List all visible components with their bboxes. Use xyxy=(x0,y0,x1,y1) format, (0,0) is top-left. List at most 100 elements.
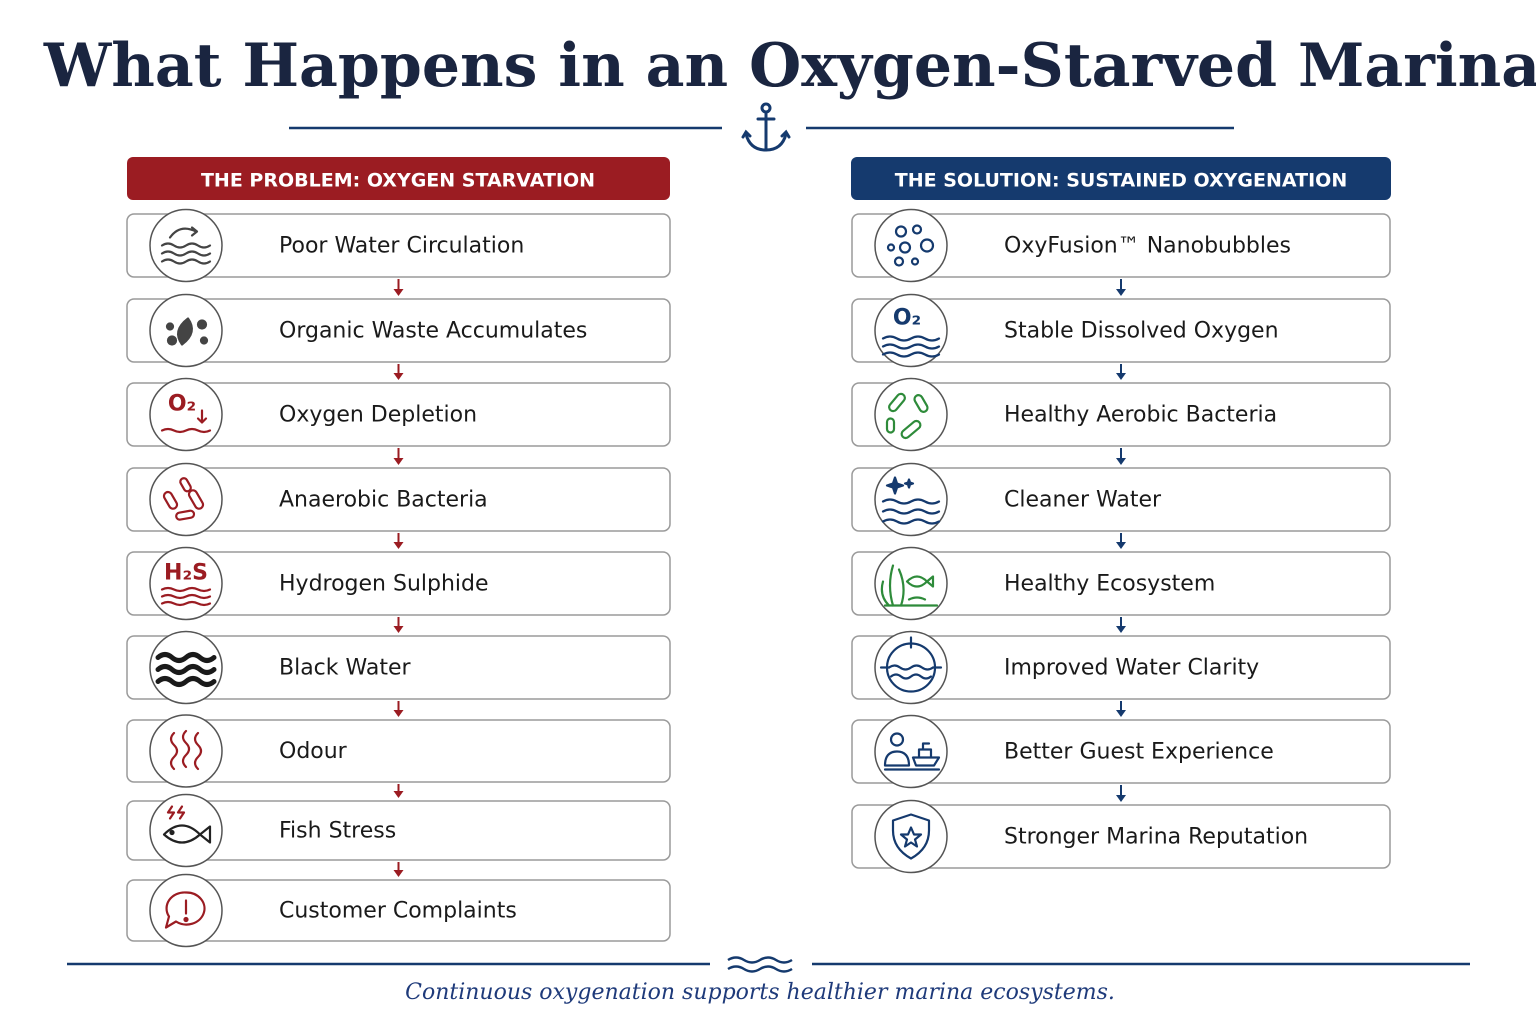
step-box xyxy=(126,635,671,700)
step-icon xyxy=(162,805,212,844)
step-icon xyxy=(891,813,931,860)
icon-shape xyxy=(883,750,911,767)
step-icon xyxy=(886,224,935,267)
step-icon xyxy=(160,586,212,607)
icon-shape xyxy=(168,227,198,239)
step-label: Anaerobic Bacteria xyxy=(279,488,488,513)
step-label: Healthy Ecosystem xyxy=(1004,572,1215,597)
icon-shape xyxy=(899,826,923,848)
step-box xyxy=(126,382,671,447)
icon-shape xyxy=(881,518,941,525)
step-icon xyxy=(881,335,941,358)
flow-arrowhead xyxy=(1116,710,1126,717)
icon-shape xyxy=(911,224,923,235)
step-label: Black Water xyxy=(279,656,412,681)
flow-arrowhead xyxy=(393,289,404,296)
step-box xyxy=(851,635,1391,700)
step-label: Improved Water Clarity xyxy=(1004,656,1259,681)
columns: Poor Water Circulation Organic Waste Accu… xyxy=(126,208,1391,948)
step-label: Stronger Marina Reputation xyxy=(1004,825,1308,850)
step-label: Oxygen Depletion xyxy=(279,403,477,428)
icon-shape xyxy=(883,596,939,607)
flow-arrowhead xyxy=(393,373,404,380)
step-label: Organic Waste Accumulates xyxy=(279,319,587,344)
icon-shape xyxy=(169,731,179,771)
flow-arrowhead xyxy=(393,791,404,798)
icon-shape xyxy=(160,427,212,434)
step-icon xyxy=(162,477,205,521)
waves-icon xyxy=(727,956,793,973)
step-box xyxy=(851,719,1391,784)
step-icon xyxy=(885,392,929,440)
step-box xyxy=(851,213,1391,278)
footer: Continuous oxygenation supports healthie… xyxy=(405,980,1115,1005)
icon-shape xyxy=(910,257,920,266)
step-label: Poor Water Circulation xyxy=(279,234,524,259)
icon-circle xyxy=(149,714,223,788)
step-box xyxy=(126,213,671,278)
step-icon xyxy=(165,317,209,346)
icon-shape xyxy=(919,238,935,253)
icon-circle xyxy=(874,714,948,789)
step-box xyxy=(126,467,671,532)
problem-header-bg xyxy=(127,157,670,200)
step-label: Cleaner Water xyxy=(1004,488,1162,513)
icon-shape xyxy=(181,729,191,769)
icon-shape xyxy=(193,731,203,771)
solution-column: OxyFusion™ Nanobubbles O₂ Stable Dissolved… xyxy=(851,208,1391,874)
flow-arrowhead xyxy=(393,542,404,549)
solution-header: THE SOLUTION: SUSTAINED OXYGENATION xyxy=(895,170,1347,192)
icon-shape xyxy=(893,256,905,267)
step-box xyxy=(851,382,1391,447)
icon-shape xyxy=(179,477,192,493)
icon-circle xyxy=(874,377,948,452)
step-icon xyxy=(160,409,212,434)
step-icon xyxy=(879,636,943,693)
flow-arrowhead xyxy=(1116,795,1126,802)
icon-shape xyxy=(903,478,915,489)
step-label: Better Guest Experience xyxy=(1004,740,1274,765)
step-box xyxy=(851,298,1391,363)
step-box xyxy=(126,719,671,783)
icon-shape xyxy=(166,335,178,346)
step-box xyxy=(126,298,671,363)
icon-shape xyxy=(175,509,196,521)
icon-text: H₂S xyxy=(164,561,208,586)
icon-shape xyxy=(160,600,212,607)
icon-shape xyxy=(155,676,217,687)
icon-shape xyxy=(881,343,941,350)
flow-arrowhead xyxy=(393,458,404,465)
icon-shape xyxy=(162,490,179,510)
icon-shape xyxy=(881,498,941,505)
icon-text: O₂ xyxy=(893,306,921,331)
title: What Happens in an Oxygen-Starved Marina xyxy=(43,31,1536,101)
problem-header: THE PROBLEM: OXYGEN STARVATION xyxy=(201,170,595,192)
step-label: Stable Dissolved Oxygen xyxy=(1004,319,1279,344)
icon-shape xyxy=(894,225,908,238)
icon-circle xyxy=(149,793,223,868)
anchor-icon xyxy=(741,102,791,152)
flow-arrowhead xyxy=(1116,289,1126,296)
icon-shape xyxy=(885,476,905,495)
icon-shape xyxy=(155,652,217,663)
icon-shape xyxy=(187,489,205,510)
step-box xyxy=(851,467,1391,532)
step-box xyxy=(126,879,671,942)
step-box xyxy=(851,804,1391,869)
icon-shape xyxy=(881,351,941,358)
step-box xyxy=(126,551,671,616)
step-icon xyxy=(169,729,203,771)
step-icon xyxy=(155,652,217,687)
step-icon xyxy=(164,891,206,929)
step-box xyxy=(126,800,671,861)
flow-arrowhead xyxy=(393,626,404,633)
icon-shape xyxy=(199,336,209,345)
icon-shape xyxy=(169,829,175,836)
step-label: Hydrogen Sulphide xyxy=(279,572,489,597)
icon-shape xyxy=(913,394,929,413)
icon-shape xyxy=(881,335,941,342)
icon-shape xyxy=(889,732,905,747)
icon-circle xyxy=(874,799,948,874)
icon-shape xyxy=(881,508,941,515)
